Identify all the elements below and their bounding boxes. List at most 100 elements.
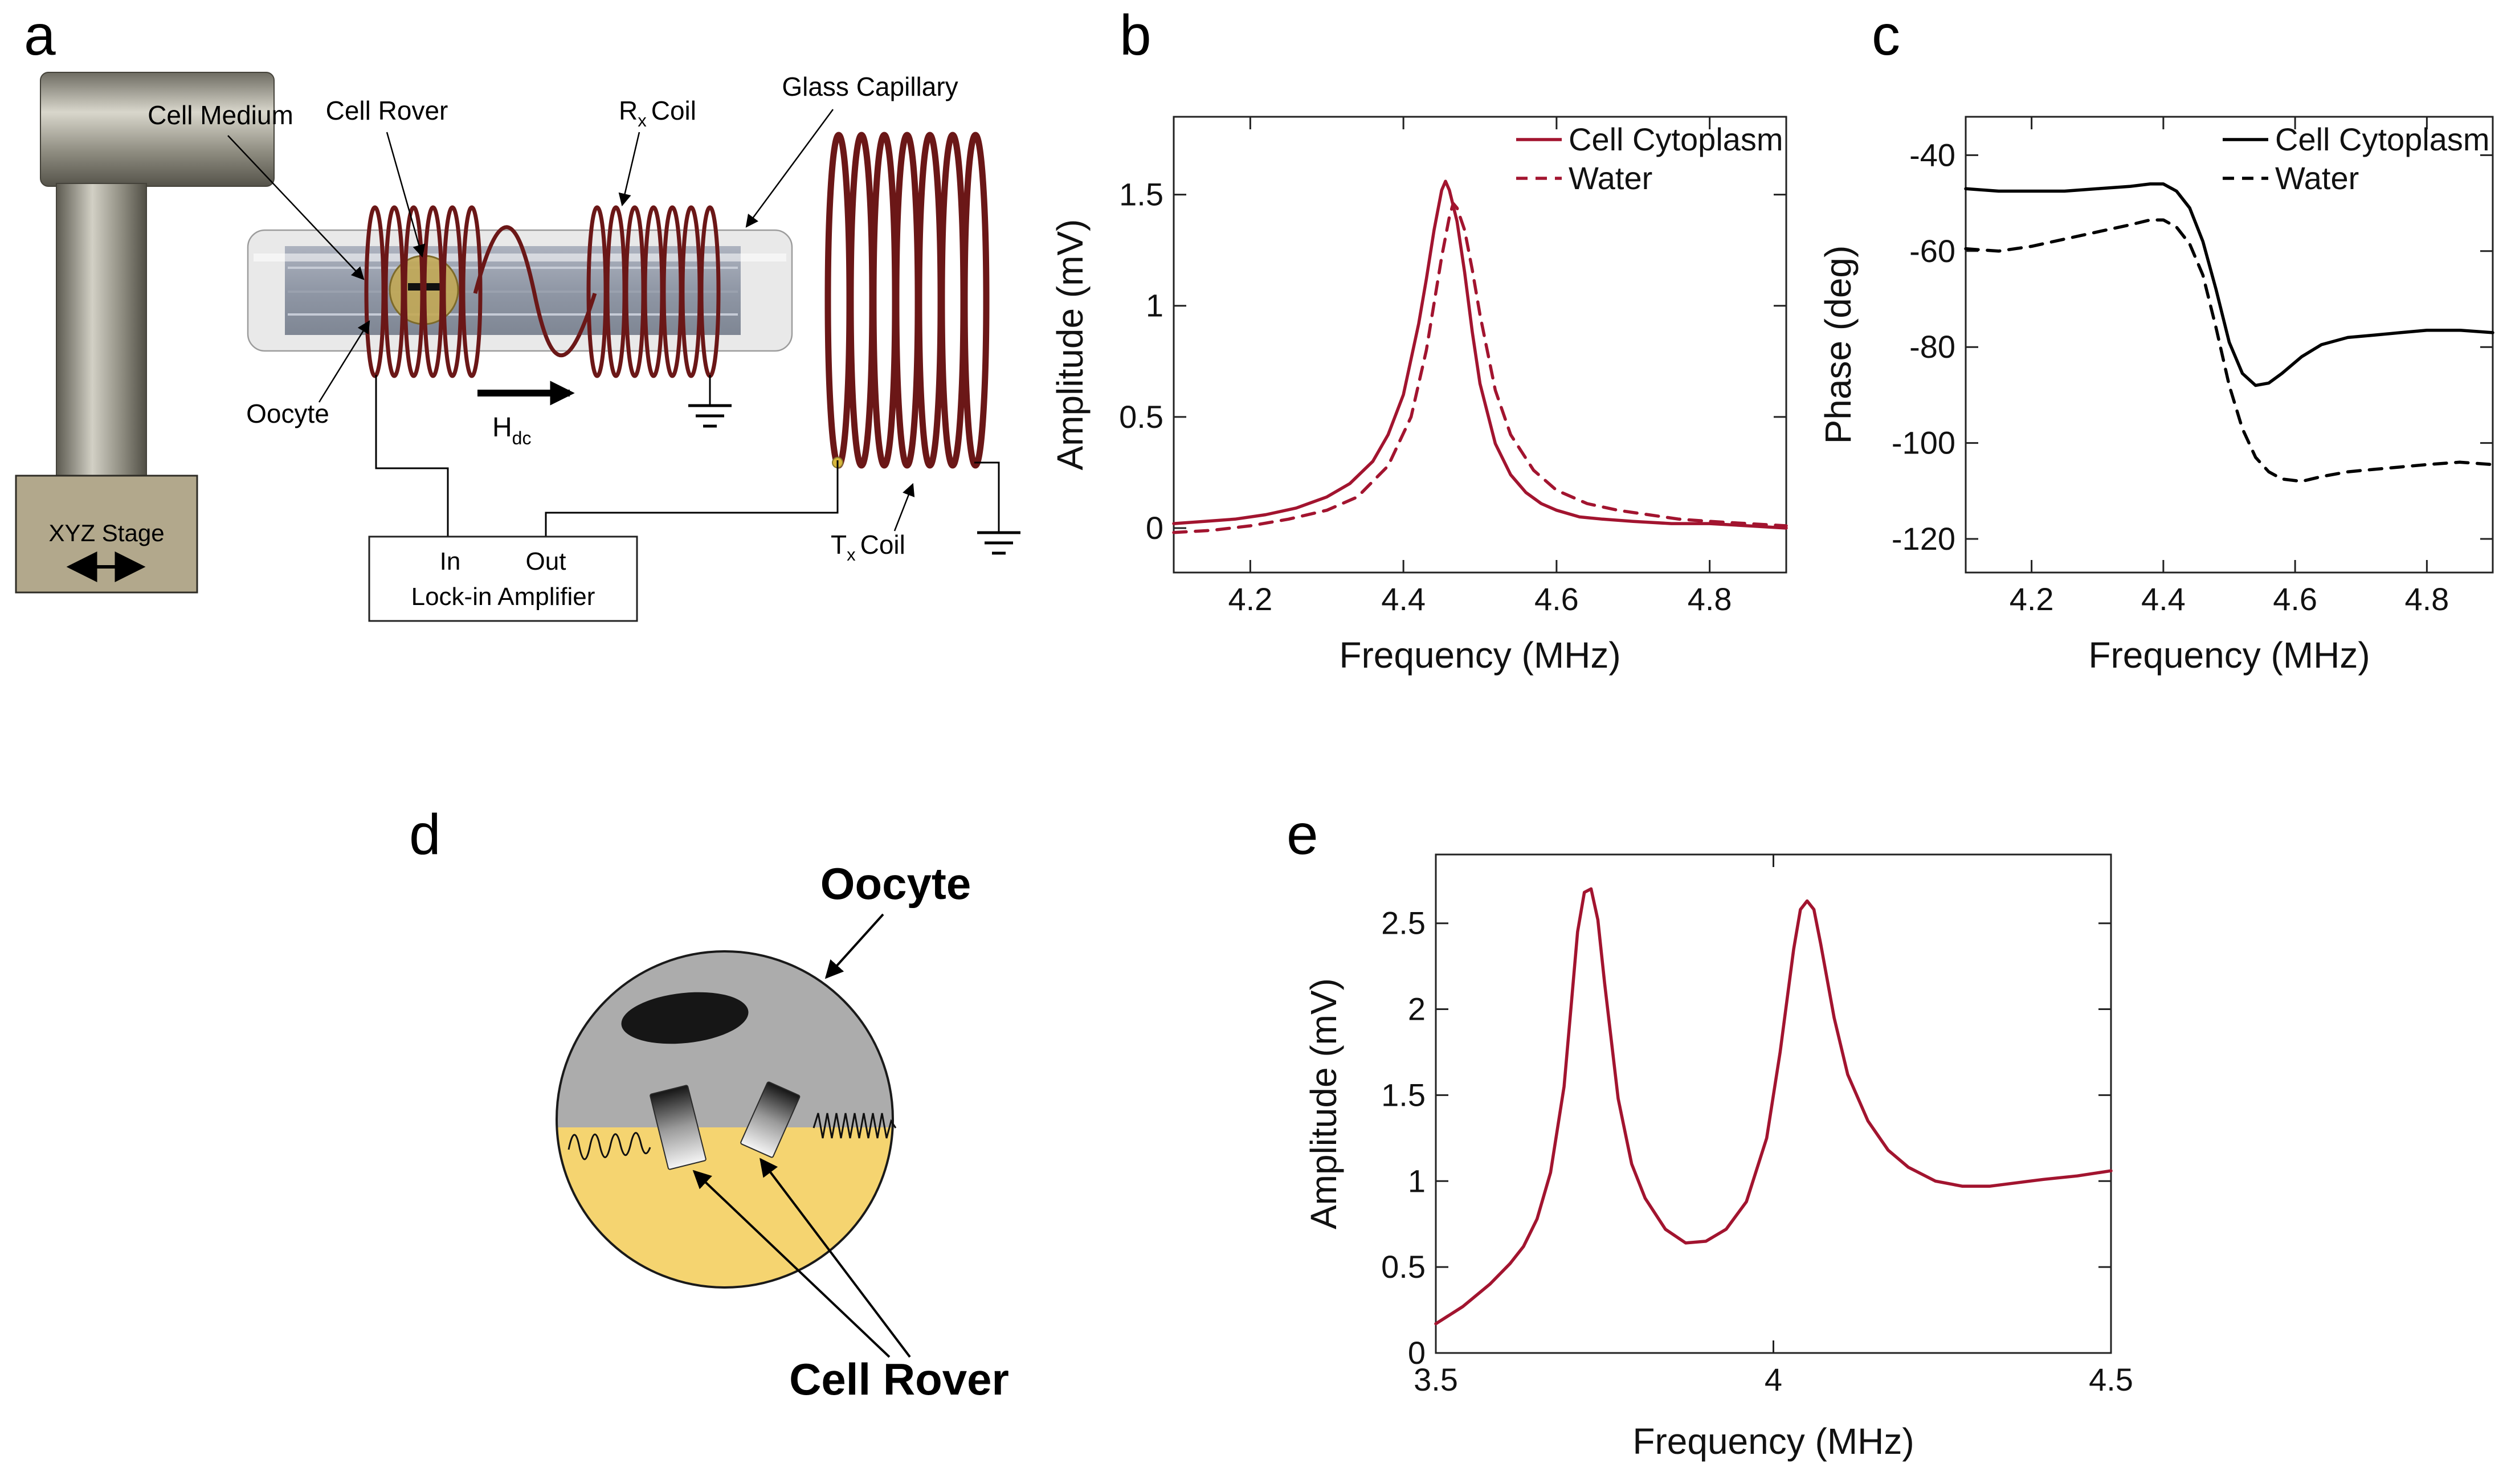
y-axis-label: Amplitude (mV) [1050,219,1091,471]
ground-symbol-rx [688,404,732,428]
amplitude-vs-frequency-chart: 4.2 4.4 4.6 4.8 0 0.5 1 1.5 Frequency (MHz) Ampli… [1050,116,1788,676]
panel-label-b: b [1120,3,1152,67]
y-tick-label: -40 [1909,137,1955,173]
y-tick-label: 1.5 [1381,1077,1426,1113]
cell-medium-arrow [227,135,365,280]
x-axis-label: Frequency (MHz) [1632,1421,1914,1462]
lockin-in-label: In [440,547,461,575]
y-tick-label: 1 [1408,1163,1426,1199]
x-tick-label: 4.8 [1688,581,1732,617]
glass-capillary-arrow [745,109,834,228]
cell-rover-1 [650,1085,707,1170]
wire-out-to-tx [545,460,839,537]
stage-column [56,183,147,477]
lockin-box [368,535,638,622]
x-tick-label: 4.5 [2089,1362,2133,1397]
right-rover-coil-squiggle [812,1113,897,1139]
oocyte-membrane [556,950,894,1289]
series-line-1 [1434,887,2113,1326]
hdc-label: Hdc [492,412,531,448]
panel-label-e: e [1287,803,1318,866]
xyz-stage-label: XYZ Stage [48,520,164,546]
y-tick-label: 0 [1408,1335,1426,1371]
panel-label-d: d [409,803,441,866]
y-tick-label: -80 [1909,329,1955,365]
x-tick-label: 4.6 [1534,581,1579,617]
legend-label: Cell Cytoplasm [2275,121,2490,157]
cell-rover-arrow-1 [692,1170,891,1358]
x-axis-label: Frequency (MHz) [1339,635,1620,676]
x-tick-label: 4.8 [2404,581,2449,617]
coil-loop [403,205,424,378]
series-line-1 [1964,182,2494,387]
tx-coil-label: Tx Coil [831,530,905,565]
lockin-amplifier: In Out Lock-in Amplifier [368,535,638,622]
legend-label: Cell Cytoplasm [1569,121,1783,157]
x-tick-label: 4 [1765,1362,1782,1397]
phase-vs-frequency-chart: 4.2 4.4 4.6 4.8 -40 -60 -80 -100 -120 Frequency (… [1818,116,2494,676]
plot-box [1173,116,1787,574]
lockin-out-label: Out [526,547,566,575]
rx-coil-arrow [618,132,640,207]
oocyte-title: Oocyte [820,858,971,909]
legend-label: Water [1569,160,1652,196]
cell-medium-label: Cell Medium [148,100,293,130]
coil-loop [364,205,386,378]
glass-capillary-tube [247,229,793,352]
coil-loop [870,132,899,469]
x-tick-label: 4.4 [2141,581,2186,617]
y-tick-label: -100 [1892,425,1955,461]
y-axis-label: Phase (deg) [1818,246,1859,444]
x-axis-label: Frequency (MHz) [2088,635,2370,676]
y-tick-label: 1.5 [1119,177,1163,212]
oocyte-cell-drawing [556,950,897,1289]
lockin-name-label: Lock-in Amplifier [411,583,595,611]
rx-coil-shape [586,205,721,378]
coil-loop [383,205,405,378]
x-tick-label: 4.4 [1381,581,1426,617]
y-axis-label: Amplitude (mV) [1303,978,1344,1229]
panel-label-c: c [1872,3,1900,67]
drive-coil [364,205,483,378]
coil-loop [824,132,853,469]
coil-loop [916,132,944,469]
panel-label-a: a [24,3,56,67]
x-tick-label: 4.2 [1228,581,1272,617]
series-line-2 [1964,218,2494,483]
y-tick-label: 0.5 [1119,399,1163,435]
coil-loop [442,205,463,378]
coil-loop [893,132,921,469]
legend-label: Water [2275,160,2359,196]
oocyte-label: Oocyte [246,399,329,428]
y-tick-label: -120 [1892,521,1955,557]
setup-schematic: XYZ Stage Hdc In Out Lock-in Amplifier C… [15,72,1020,622]
tx-coil-shape [824,132,990,469]
x-tick-label: 3.5 [1414,1362,1458,1397]
oocyte-schematic: Oocyte Cell Rover [556,858,1009,1404]
dual-rover-amplitude-chart: 3.5 4 4.5 0 0.5 1 1.5 2 2.5 Frequency (MHz) Amplit… [1303,853,2133,1462]
y-tick-label: -60 [1909,233,1955,269]
oocyte-gray-half [557,951,893,1127]
y-tick-label: 2.5 [1381,905,1426,941]
ground-symbol-tx [977,531,1020,555]
hdc-arrow: Hdc [477,381,575,448]
y-tick-label: 0.5 [1381,1249,1426,1285]
rx-coil-label: Rx Coil [619,96,696,130]
coil-loop [938,132,967,469]
coil-loop [461,205,483,378]
oocyte-title-arrow [824,913,884,979]
y-tick-label: 1 [1146,288,1163,324]
series-line-2 [1172,202,1788,534]
y-tick-label: 0 [1146,510,1163,546]
cell-rover-label: Cell Rover [326,96,448,125]
stage-arm [40,72,275,187]
oocyte-nucleus [621,992,749,1044]
cell-rover-arrow-2 [760,1158,911,1358]
coil-loop [847,132,876,469]
wire-tx-to-ground [974,461,1000,533]
cell-rover-arrow [386,132,426,258]
y-tick-label: 2 [1408,991,1426,1027]
cell-rover-2 [740,1081,801,1158]
left-rover-coil-squiggle [567,1132,651,1160]
